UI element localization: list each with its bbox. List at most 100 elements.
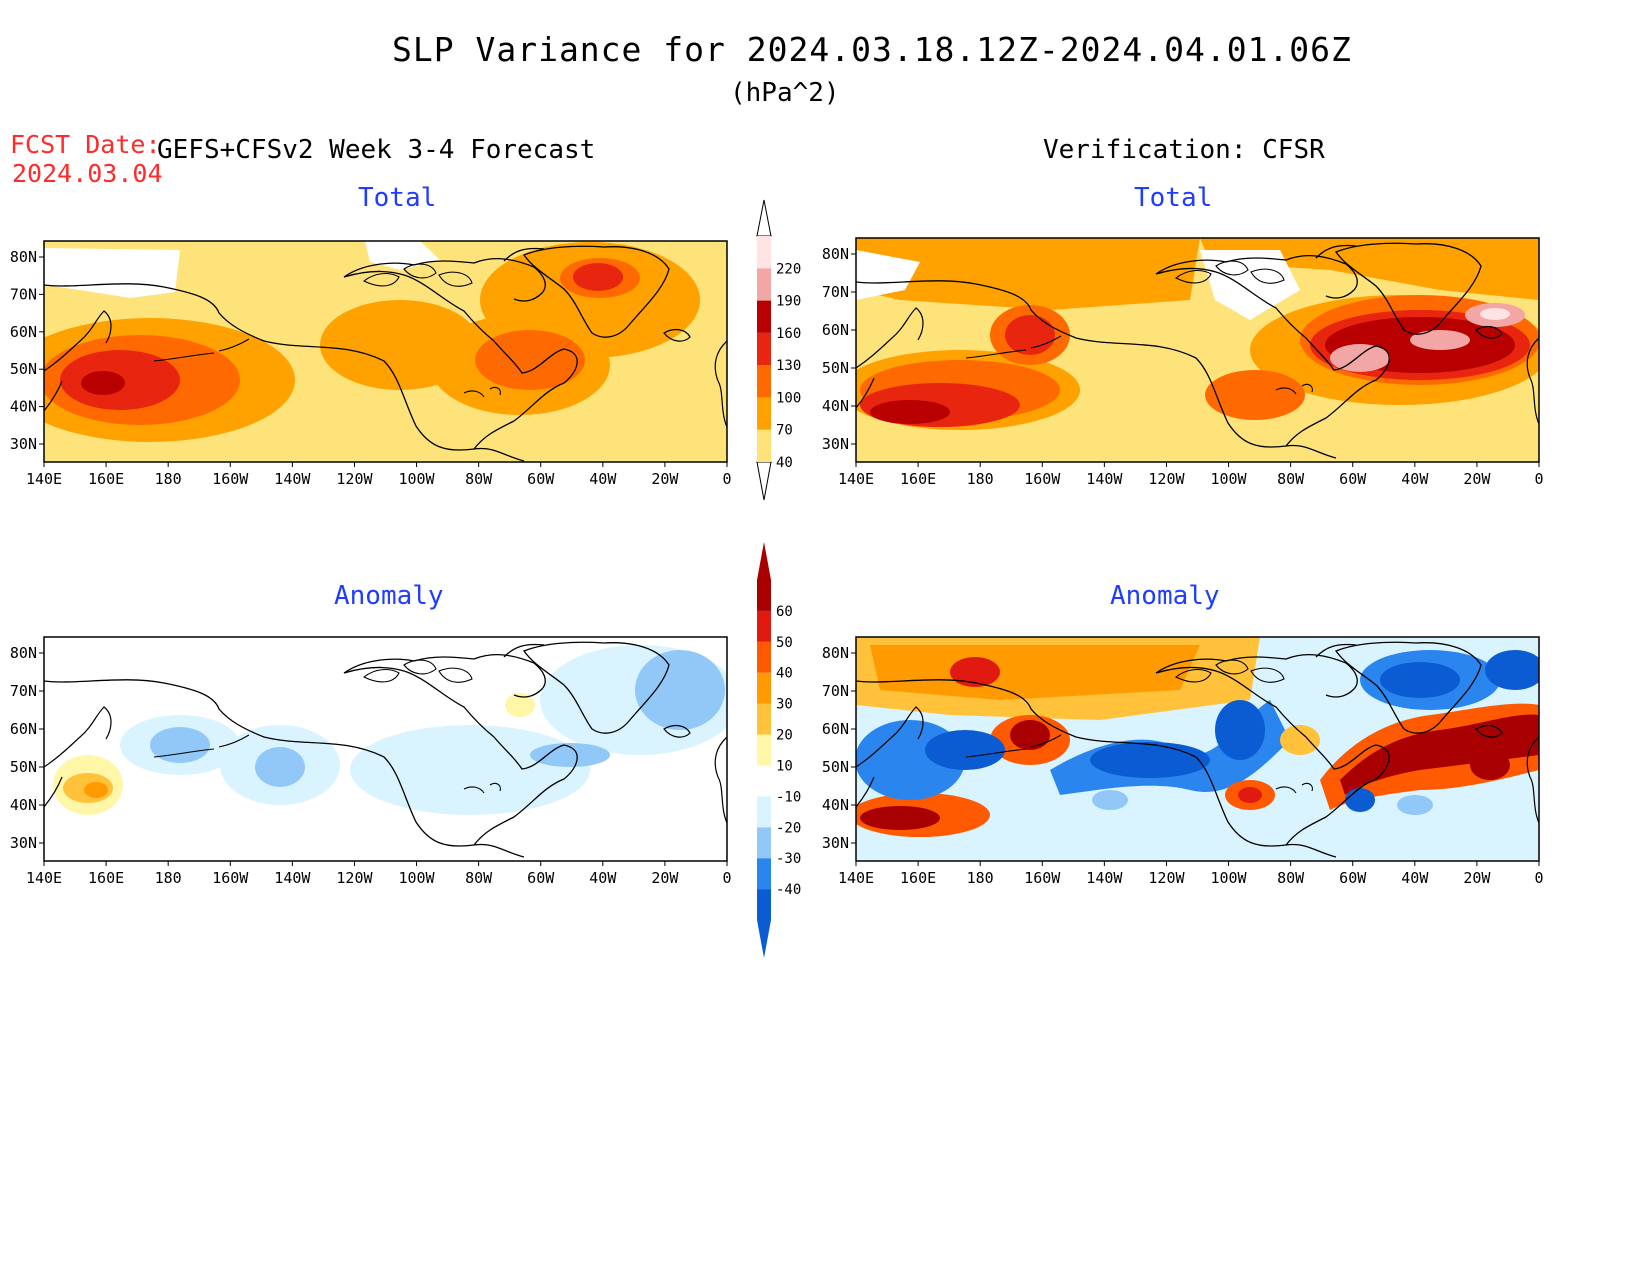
panel-title-forecast-total: Total	[358, 183, 437, 213]
fcst-date-value: 2024.03.04	[12, 159, 163, 188]
map-forecast-anomaly	[43, 636, 728, 862]
figure-title: SLP Variance for 2024.03.18.12Z-2024.04.…	[392, 30, 1352, 69]
lon-tick-label: 160E	[88, 869, 124, 887]
colorbar-level-label: 160	[776, 326, 801, 342]
lon-tick-label: 20W	[1463, 869, 1491, 887]
colorbar-level-label: 40	[776, 666, 793, 682]
colorbar-arrow-top	[757, 542, 771, 580]
colorbar-swatch	[757, 641, 771, 673]
colorbar-arrow-bottom	[756, 461, 772, 501]
forecast-heading: GEFS+CFSv2 Week 3-4 Forecast	[157, 135, 596, 165]
lon-tick-label: 140W	[274, 869, 311, 887]
lon-tick-label: 20W	[651, 869, 679, 887]
lon-tick-label: 60W	[1339, 470, 1367, 488]
lon-tick-label: 140W	[274, 470, 311, 488]
colorbar-total: 40 70 100 130 160 190 220	[756, 199, 801, 501]
colorbar-level-label: 40	[776, 455, 793, 471]
lon-tick-label: 160E	[88, 470, 124, 488]
lon-tick-label: 60W	[527, 869, 555, 887]
colorbar-swatch	[757, 300, 771, 333]
lon-tick-label: 180	[155, 470, 182, 488]
lat-tick-label: 30N	[822, 834, 849, 852]
lon-tick-label: 100W	[1210, 869, 1247, 887]
lon-tick-label: 0	[722, 869, 731, 887]
colorbar-swatch	[757, 703, 771, 735]
lat-tick-label: 70N	[10, 682, 37, 700]
colorbar-swatch	[757, 858, 771, 890]
lat-tick-label: 60N	[822, 720, 849, 738]
colorbar-level-label: 220	[776, 261, 801, 277]
lon-tick-label: 20W	[651, 470, 679, 488]
colorbar-swatch	[757, 672, 771, 704]
lon-tick-label: 0	[1534, 470, 1543, 488]
colorbar-swatch	[757, 889, 771, 920]
lat-tick-label: 80N	[10, 248, 37, 266]
lon-tick-label: 140E	[838, 470, 874, 488]
lon-tick-label: 120W	[1148, 869, 1185, 887]
verification-heading: Verification: CFSR	[1043, 135, 1325, 165]
colorbar-swatch	[757, 734, 771, 766]
colorbar-swatch	[757, 796, 771, 828]
colorbar-level-label: 20	[776, 728, 793, 744]
panel-title-verification-anomaly: Anomaly	[1110, 581, 1220, 611]
lat-tick-label: 80N	[822, 245, 849, 263]
colorbar-level-label: 130	[776, 358, 801, 374]
lat-tick-label: 70N	[822, 283, 849, 301]
lon-tick-label: 140W	[1086, 869, 1123, 887]
lat-tick-label: 30N	[10, 834, 37, 852]
lat-tick-label: 60N	[822, 321, 849, 339]
lon-tick-label: 100W	[1210, 470, 1247, 488]
lat-tick-label: 40N	[822, 397, 849, 415]
lon-tick-label: 0	[722, 470, 731, 488]
lon-tick-label: 100W	[398, 470, 435, 488]
lon-tick-label: 160W	[1024, 869, 1061, 887]
lon-tick-label: 120W	[336, 869, 373, 887]
panel-title-forecast-anomaly: Anomaly	[334, 581, 444, 611]
colorbar-level-label: -30	[776, 851, 801, 867]
units-label: (hPa^2)	[730, 78, 840, 108]
lon-tick-label: 140W	[1086, 470, 1123, 488]
lon-tick-label: 160E	[900, 869, 936, 887]
lon-tick-label: 40W	[1401, 470, 1429, 488]
lat-tick-label: 40N	[10, 398, 37, 416]
map-verification-anomaly	[855, 636, 1540, 862]
lon-tick-label: 40W	[589, 470, 617, 488]
lon-tick-label: 140E	[26, 869, 62, 887]
colorbar-swatch	[757, 765, 771, 797]
colorbar-level-label: 100	[776, 390, 801, 406]
lon-tick-label: 180	[967, 869, 994, 887]
lon-tick-label: 120W	[336, 470, 373, 488]
lon-tick-label: 20W	[1463, 470, 1491, 488]
colorbar-level-label: 60	[776, 604, 793, 620]
lon-tick-label: 60W	[527, 470, 555, 488]
colorbar-swatch	[757, 827, 771, 859]
colorbar-swatch	[757, 610, 771, 642]
lon-tick-label: 160W	[212, 869, 249, 887]
lat-tick-label: 30N	[822, 435, 849, 453]
lat-tick-label: 60N	[10, 720, 37, 738]
colorbar-level-label: -10	[776, 789, 801, 805]
colorbar-level-label: 30	[776, 697, 793, 713]
lat-tick-label: 40N	[822, 796, 849, 814]
lat-tick-label: 40N	[10, 796, 37, 814]
lon-tick-label: 80W	[1277, 869, 1305, 887]
colorbar-level-label: -20	[776, 820, 801, 836]
colorbar-swatch	[757, 268, 771, 301]
lat-tick-label: 70N	[822, 682, 849, 700]
lon-tick-label: 160E	[900, 470, 936, 488]
lat-tick-label: 80N	[10, 644, 37, 662]
lon-tick-label: 80W	[1277, 470, 1305, 488]
lon-tick-label: 160W	[212, 470, 249, 488]
lat-tick-label: 30N	[10, 435, 37, 453]
colorbar-level-label: 10	[776, 758, 793, 774]
lat-tick-label: 50N	[822, 758, 849, 776]
lon-tick-label: 80W	[465, 869, 493, 887]
lon-tick-label: 120W	[1148, 470, 1185, 488]
map-verification-total	[855, 237, 1540, 463]
lat-tick-label: 70N	[10, 285, 37, 303]
lon-tick-label: 100W	[398, 869, 435, 887]
colorbar-swatch	[757, 332, 771, 366]
lon-tick-label: 180	[967, 470, 994, 488]
lon-tick-label: 80W	[465, 470, 493, 488]
